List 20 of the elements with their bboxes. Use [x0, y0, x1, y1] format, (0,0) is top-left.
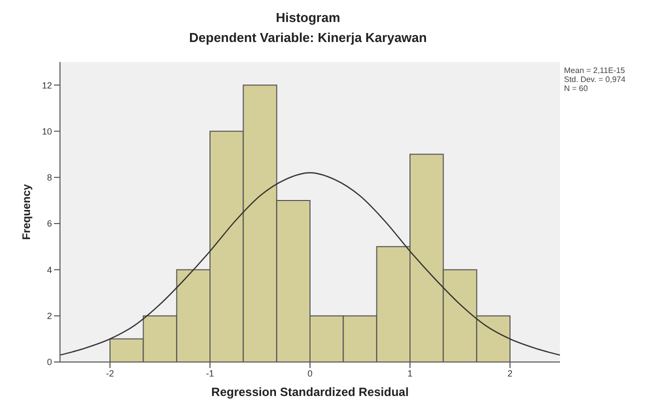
text: N = 60 [564, 84, 589, 93]
x-tick-label: 0 [307, 368, 313, 378]
y-tick-label: 12 [42, 80, 52, 90]
line-series [60, 172, 560, 356]
x-tick-label: -2 [106, 368, 114, 378]
y-tick-label: 6 [46, 218, 52, 229]
text: Std. Dev. = 0,974 [564, 75, 626, 84]
chart-title: Histogram [274, 10, 342, 25]
y-tick-label: 8 [46, 172, 52, 183]
x-axis-title: Regression Standardized Residual [211, 385, 409, 399]
y-tick-label: 0 [46, 357, 52, 368]
text: Mean = 2,11E-15 [564, 66, 626, 75]
x-tick-label: 1 [407, 368, 413, 378]
y-axis-title: Frequency [20, 183, 33, 240]
y-tick-label: 4 [46, 264, 52, 275]
x-tick-label: -1 [206, 368, 214, 378]
y-tick-label: 10 [42, 126, 52, 136]
x-tick-label: 2 [507, 368, 513, 378]
chart-subtitle: Dependent Variable: Kinerja Karyawan [188, 30, 428, 45]
y-tick-label: 2 [46, 311, 52, 322]
